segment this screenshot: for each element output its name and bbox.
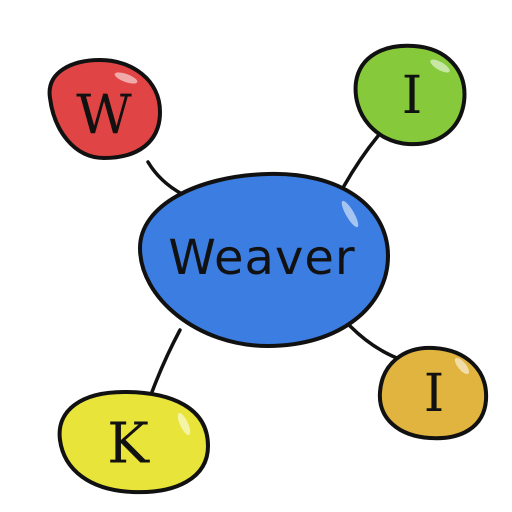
node-k-letter: K	[107, 412, 150, 477]
node-k-blob	[57, 389, 211, 495]
center-node-blob	[137, 171, 391, 349]
connector-k	[150, 328, 182, 394]
node-w-blob	[47, 57, 163, 161]
node-i-bottom: I	[377, 345, 489, 441]
node-i-top-blob	[353, 43, 467, 147]
center-node-shine	[341, 200, 359, 228]
connector-i-top	[342, 134, 380, 188]
connector-w	[146, 160, 184, 196]
node-i-bottom-shine	[454, 357, 470, 375]
node-i-top-letter: I	[402, 66, 423, 126]
node-w-shine	[114, 72, 138, 84]
node-i-top-shine	[430, 59, 450, 73]
center-node-label: Weaver	[168, 230, 355, 286]
connector-i-bottom	[348, 324, 404, 362]
center-node: Weaver	[137, 171, 391, 349]
node-w-letter: W	[76, 84, 132, 147]
node-k-shine	[177, 412, 191, 436]
node-k: K	[57, 389, 211, 495]
node-i-bottom-blob	[377, 345, 489, 441]
node-i-bottom-letter: I	[424, 364, 445, 424]
node-i-top: I	[353, 43, 467, 147]
node-w: W	[47, 57, 163, 161]
